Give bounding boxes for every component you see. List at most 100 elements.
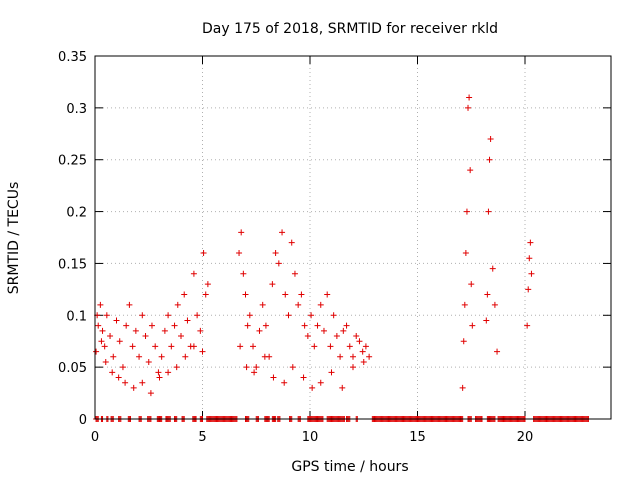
data-point (103, 312, 110, 319)
data-point (109, 369, 116, 376)
data-point (122, 379, 129, 386)
data-point (145, 358, 152, 365)
y-tick-label: 0.05 (58, 361, 87, 376)
data-point (200, 250, 207, 257)
data-point (116, 338, 123, 345)
data-point (190, 343, 197, 350)
data-point (99, 327, 106, 334)
axis-ticks: 0 0.05 0.1 0.15 0.2 0.25 0.3 0.35 0 5 10 15 20 (58, 50, 611, 445)
data-point (279, 229, 286, 236)
data-point (486, 156, 493, 163)
data-point (148, 322, 155, 329)
data-point (240, 270, 247, 277)
data-point (110, 353, 117, 360)
data-point (494, 348, 501, 355)
data-point (350, 364, 356, 371)
data-point (526, 255, 533, 262)
data-point (327, 343, 334, 350)
data-point (461, 301, 468, 308)
data-points (93, 94, 592, 422)
data-point (158, 353, 165, 360)
data-point (483, 317, 490, 324)
data-point (527, 239, 534, 246)
data-point (288, 239, 295, 246)
data-point (155, 369, 162, 376)
data-point (269, 281, 276, 288)
data-point (165, 312, 172, 319)
x-tick-label: 10 (302, 430, 319, 445)
data-point (272, 250, 279, 257)
data-point (182, 353, 189, 360)
data-point (467, 167, 474, 174)
data-point (119, 364, 126, 371)
data-point (184, 317, 191, 324)
data-point (489, 265, 496, 272)
data-point (330, 312, 337, 319)
data-point (295, 301, 302, 308)
data-point (463, 208, 470, 215)
data-point (197, 327, 204, 334)
x-tick-label: 0 (91, 430, 99, 445)
data-point (181, 291, 188, 298)
data-point (253, 364, 260, 371)
data-point (132, 327, 139, 334)
data-point (356, 338, 363, 345)
data-point (246, 312, 253, 319)
data-point (199, 348, 206, 355)
data-point (285, 312, 292, 319)
data-point (317, 301, 324, 308)
data-point (346, 343, 353, 350)
data-point (237, 343, 244, 350)
data-point (359, 348, 366, 355)
data-point (459, 384, 466, 391)
data-point (171, 322, 178, 329)
data-point (281, 379, 288, 386)
data-point (487, 135, 494, 142)
x-axis-label: GPS time / hours (291, 459, 408, 475)
data-point (136, 353, 143, 360)
data-point (339, 384, 346, 391)
data-point (129, 343, 136, 350)
data-point (98, 338, 105, 345)
data-point (485, 208, 492, 215)
data-point (275, 260, 282, 267)
x-tick-label: 15 (409, 430, 426, 445)
data-point (204, 281, 211, 288)
y-tick-label: 0.2 (66, 206, 87, 221)
data-point (238, 229, 245, 236)
data-point (484, 291, 491, 298)
data-point (123, 322, 130, 329)
data-point (130, 384, 137, 391)
data-point (261, 353, 268, 360)
y-tick-label: 0.35 (58, 50, 87, 65)
data-point (298, 291, 305, 298)
data-point (147, 390, 154, 397)
data-point (301, 322, 308, 329)
data-point (462, 250, 469, 257)
data-point (139, 379, 146, 386)
data-point (251, 369, 258, 376)
data-point (337, 353, 344, 360)
data-point (115, 374, 122, 381)
data-point (328, 369, 335, 376)
data-point (311, 343, 318, 350)
x-tick-label: 20 (517, 430, 534, 445)
gridlines (95, 56, 611, 419)
data-point (333, 333, 340, 340)
data-point (190, 270, 197, 277)
data-point (524, 322, 531, 329)
data-point (270, 374, 277, 381)
data-point (102, 358, 109, 365)
data-point (469, 322, 476, 329)
data-point (168, 343, 175, 350)
data-point (289, 364, 296, 371)
data-point (113, 317, 120, 324)
data-point (314, 322, 321, 329)
data-point (107, 333, 114, 340)
plot-frame (94, 55, 612, 420)
y-tick-label: 0.15 (58, 257, 87, 272)
data-point (291, 270, 298, 277)
data-point (95, 322, 102, 329)
data-point (139, 312, 146, 319)
